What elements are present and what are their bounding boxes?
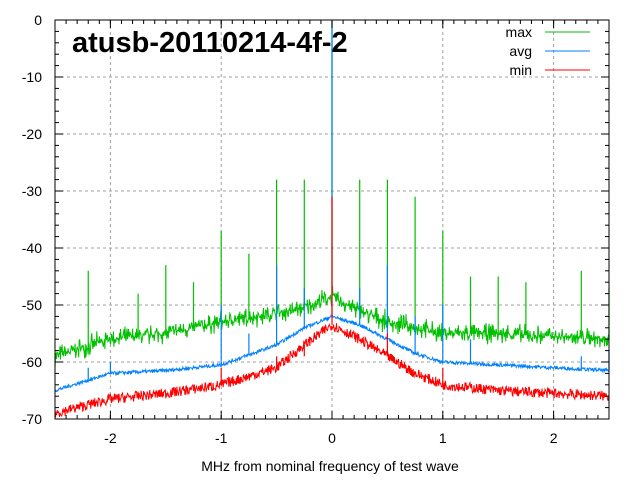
y-tick-label: -50 — [22, 297, 42, 313]
y-tick-label: -60 — [22, 354, 42, 370]
x-tick-label: 0 — [328, 430, 336, 446]
y-tick-label: -40 — [22, 240, 42, 256]
ticks: -2 -1 0 1 20-10-20-30-40-50-60-70 — [22, 12, 610, 446]
y-tick-label: -20 — [22, 126, 42, 142]
legend-label-max: max — [506, 24, 532, 40]
legend-label-avg: avg — [509, 43, 532, 59]
series-line-min — [54, 323, 610, 418]
legend: max avg min — [506, 24, 590, 78]
chart-title: atusb-20110214-4f-2 — [72, 27, 348, 59]
y-tick-label: 0 — [34, 12, 42, 28]
x-tick-label: 1 — [439, 430, 447, 446]
y-tick-label: -10 — [22, 69, 42, 85]
x-tick-label: -1 — [215, 430, 228, 446]
legend-label-min: min — [509, 62, 532, 78]
x-tick-label: -2 — [104, 430, 117, 446]
series-group — [54, 20, 610, 418]
y-tick-label: -30 — [22, 183, 42, 199]
x-axis-label: MHz from nominal frequency of test wave — [201, 458, 459, 474]
x-tick-label: 2 — [550, 430, 558, 446]
y-tick-label: -70 — [22, 411, 42, 427]
